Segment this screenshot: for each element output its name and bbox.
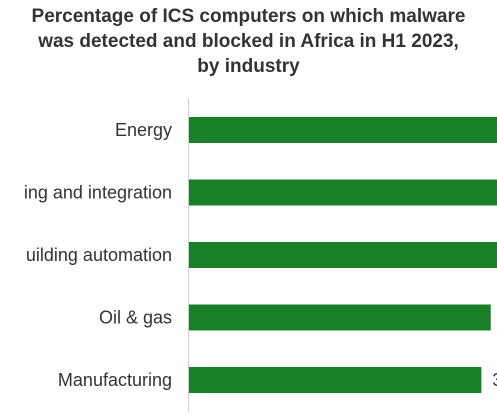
bar-3 [189,304,491,331]
chart-title-line-1: Percentage of ICS computers on which mal… [31,6,466,27]
category-label-3: Oil & gas [99,308,172,328]
bar-4 [189,367,482,393]
data-label-4: 3 [492,370,497,390]
bars-group [189,117,497,393]
chart-title-line-2: was detected and blocked in Africa in H1… [38,31,459,52]
category-label-1: ing and integration [24,183,172,203]
chart-title: Percentage of ICS computers on which mal… [0,4,497,79]
category-label-2: uilding automation [26,245,172,265]
data-labels: 3 [492,370,497,390]
bar-1 [189,179,497,206]
category-labels: Energy ing and integration uilding automat… [24,120,172,390]
bar-0 [189,117,497,143]
bar-2 [189,242,497,268]
category-label-4: Manufacturing [58,370,172,390]
chart-title-line-3: by industry [197,56,300,77]
category-label-0: Energy [115,120,172,140]
